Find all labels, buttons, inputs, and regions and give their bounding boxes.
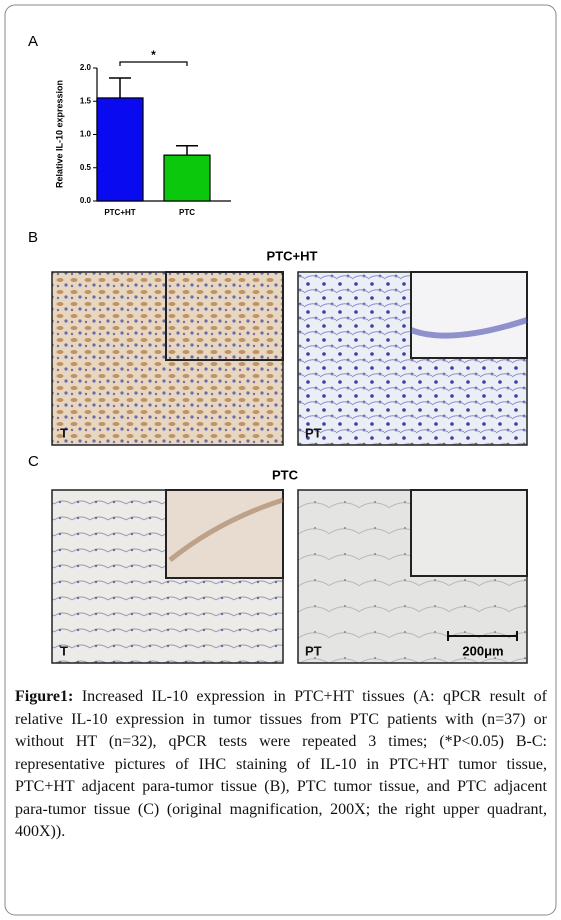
significance-label: *	[151, 48, 156, 62]
y-tick-label: 1.5	[80, 96, 92, 105]
y-tick-label: 1.0	[80, 130, 92, 139]
panel-label: B	[28, 229, 38, 246]
frame	[4, 4, 557, 916]
image-label: T	[60, 643, 68, 658]
error-bar	[176, 145, 198, 156]
panel-title: PTC	[272, 467, 299, 482]
panel-label: C	[28, 453, 39, 470]
significance-bracket	[119, 61, 188, 66]
inset	[165, 489, 284, 579]
y-axis-label: Relative IL-10 expression	[54, 80, 64, 188]
bar	[96, 97, 144, 202]
y-tick-label: 2.0	[80, 63, 92, 72]
inset	[410, 489, 528, 577]
caption: Figure1: Increased IL-10 expression in P…	[15, 686, 547, 844]
image-label: T	[60, 425, 68, 440]
error-bar	[109, 77, 131, 98]
bar	[163, 154, 211, 202]
panel-title: PTC+HT	[267, 248, 318, 263]
x-tick-label: PTC+HT	[104, 208, 135, 217]
image-label: PT	[305, 643, 322, 658]
caption-lead: Figure1:	[15, 688, 74, 705]
scale-bar	[447, 631, 518, 641]
y-tick-label: 0.0	[80, 196, 92, 205]
inset	[165, 271, 284, 361]
tissue	[409, 317, 528, 339]
image-label: PT	[305, 425, 322, 440]
x-tick-label: PTC	[179, 208, 195, 217]
tissue	[168, 497, 284, 562]
y-tick-label: 0.5	[80, 163, 92, 172]
panel-label: A	[28, 33, 38, 50]
inset	[410, 271, 528, 359]
caption-text: Increased IL-10 expression in PTC+HT tis…	[15, 688, 547, 840]
scale-bar-label: 200μm	[462, 643, 503, 658]
